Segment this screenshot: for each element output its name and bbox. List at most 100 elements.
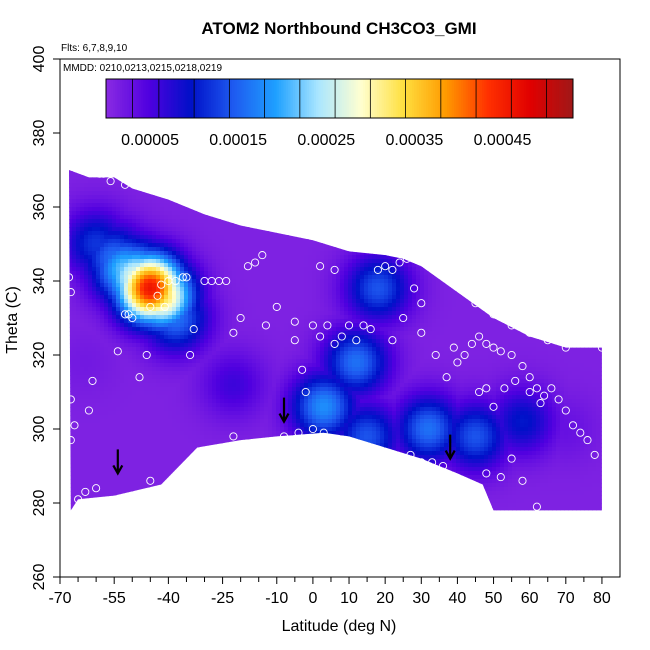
heatmap-cell — [144, 239, 149, 244]
heatmap-cell — [76, 551, 81, 556]
heatmap-cell — [144, 175, 149, 180]
heatmap-cell — [64, 407, 69, 412]
heatmap-cell — [64, 111, 69, 116]
heatmap-cell — [184, 559, 189, 564]
heatmap-cell — [128, 227, 133, 232]
heatmap-cell — [164, 527, 169, 532]
heatmap-cell — [196, 483, 201, 488]
heatmap-cell — [176, 259, 181, 264]
heatmap-cell — [180, 207, 185, 212]
heatmap-cell — [192, 315, 197, 320]
heatmap-cell — [204, 155, 209, 160]
heatmap-cell — [132, 155, 137, 160]
heatmap-cell — [136, 307, 141, 312]
heatmap-cell — [200, 135, 205, 140]
heatmap-cell — [140, 163, 145, 168]
heatmap-cell — [140, 231, 145, 236]
heatmap-cell — [192, 279, 197, 284]
heatmap-cell — [69, 459, 73, 464]
heatmap-cell — [96, 471, 101, 476]
heatmap-cell — [124, 255, 129, 260]
heatmap-cell — [184, 567, 189, 572]
heatmap-cell — [144, 359, 149, 364]
heatmap-cell — [168, 523, 173, 528]
heatmap-cell — [176, 475, 181, 480]
heatmap-cell — [172, 491, 177, 496]
heatmap-cell — [148, 119, 153, 124]
heatmap-cell — [192, 235, 197, 240]
heatmap-cell — [64, 343, 69, 348]
heatmap-cell — [120, 371, 125, 376]
heatmap-cell — [128, 123, 133, 128]
heatmap-cell — [192, 231, 197, 236]
heatmap-cell — [180, 367, 185, 372]
heatmap-cell — [172, 499, 177, 504]
heatmap-cell — [84, 455, 89, 460]
heatmap-cell — [64, 511, 69, 516]
heatmap-cell — [168, 551, 173, 556]
heatmap-cell — [196, 459, 201, 464]
heatmap-cell — [180, 211, 185, 216]
heatmap-cell — [176, 247, 181, 252]
heatmap-cell — [100, 135, 105, 140]
heatmap-cell — [152, 463, 157, 468]
heatmap-cell — [60, 87, 65, 92]
heatmap-cell — [132, 247, 137, 252]
heatmap-cell — [104, 475, 109, 480]
heatmap-cell — [128, 443, 133, 448]
heatmap-cell — [96, 503, 101, 508]
heatmap-cell — [176, 235, 181, 240]
heatmap-cell — [172, 239, 177, 244]
heatmap-cell — [176, 199, 181, 204]
heatmap-cell — [148, 383, 153, 388]
heatmap-cell — [92, 179, 97, 184]
heatmap-cell — [112, 423, 117, 428]
heatmap-cell — [196, 551, 201, 556]
heatmap-cell — [192, 223, 197, 228]
heatmap-cell — [132, 355, 137, 360]
heatmap-cell — [76, 119, 81, 124]
heatmap-cell — [124, 519, 129, 524]
heatmap-cell — [100, 275, 105, 280]
heatmap-cell — [160, 403, 165, 408]
heatmap-cell — [136, 263, 141, 268]
heatmap-cell — [88, 563, 93, 568]
heatmap-cell — [160, 547, 165, 552]
heatmap-cell — [160, 187, 165, 192]
heatmap-cell — [184, 227, 189, 232]
heatmap-cell — [204, 499, 209, 504]
heatmap-cell — [136, 175, 141, 180]
heatmap-cell — [204, 131, 209, 136]
heatmap-cell — [192, 227, 197, 232]
heatmap-cell — [84, 363, 89, 368]
heatmap-cell — [200, 231, 205, 236]
heatmap-cell — [192, 475, 197, 480]
heatmap-cell — [132, 391, 137, 396]
heatmap-cell — [188, 455, 193, 460]
heatmap-cell — [208, 163, 213, 168]
heatmap-cell — [100, 427, 105, 432]
heatmap-cell — [200, 171, 205, 176]
heatmap-cell — [176, 507, 181, 511]
heatmap-cell — [96, 143, 101, 148]
heatmap-cell — [132, 151, 137, 156]
heatmap-cell — [84, 231, 89, 236]
heatmap-cell — [184, 519, 189, 524]
heatmap-cell — [164, 331, 169, 336]
heatmap-cell — [92, 311, 97, 316]
heatmap-cell — [184, 351, 189, 356]
heatmap-cell — [108, 463, 113, 468]
heatmap-cell — [112, 159, 117, 164]
heatmap-cell — [196, 559, 201, 564]
heatmap-cell — [124, 363, 129, 368]
heatmap-cell — [184, 547, 189, 552]
heatmap-cell — [152, 391, 157, 396]
heatmap-cell — [64, 419, 69, 424]
heatmap-cell — [112, 170, 117, 172]
heatmap-cell — [132, 187, 137, 192]
heatmap-cell — [120, 535, 125, 540]
heatmap-cell — [76, 559, 81, 564]
heatmap-cell — [100, 399, 105, 404]
heatmap-cell — [80, 379, 85, 384]
heatmap-cell — [188, 419, 193, 424]
